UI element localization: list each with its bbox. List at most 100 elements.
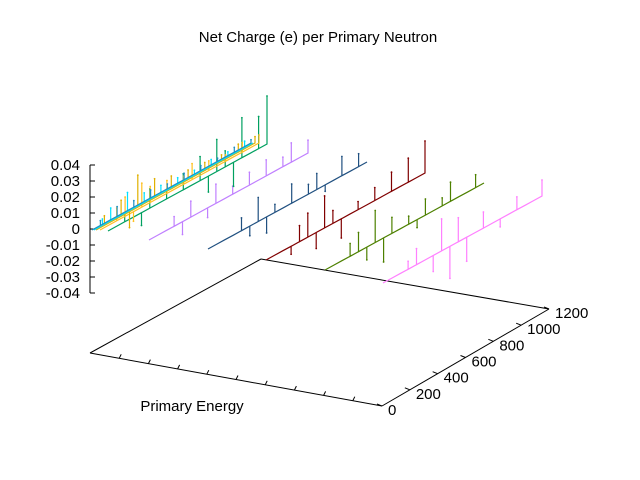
z-tick-label: 0.04 [51, 157, 80, 174]
series-point [173, 215, 176, 218]
series-point [515, 196, 518, 198]
series-point [153, 177, 156, 180]
series-point [149, 189, 152, 191]
x-tick-mark [323, 391, 327, 396]
series-point [160, 184, 162, 187]
series-point [382, 261, 385, 263]
x-tick-mark [352, 396, 356, 401]
x-tick-mark [147, 359, 151, 364]
series-point [215, 138, 218, 141]
series-line [107, 96, 268, 232]
series-point [120, 199, 123, 202]
series-point [233, 146, 236, 149]
z-tick-label: -0.03 [46, 269, 80, 286]
series-line [207, 153, 368, 250]
series-point [332, 209, 334, 212]
series-point [210, 158, 213, 161]
y-tick-label: 1000 [527, 321, 560, 338]
series-point [432, 270, 435, 273]
chart-title: Net Charge (e) per Primary Neutron [199, 29, 437, 46]
series-point [187, 169, 189, 171]
series-point [290, 253, 293, 256]
series-point [199, 164, 202, 167]
series-point [126, 191, 129, 194]
series-point [226, 151, 229, 153]
series-point [416, 226, 418, 229]
base-edge-left [89, 258, 262, 354]
series-point [298, 224, 301, 227]
series-point [390, 171, 393, 174]
y-tick-mark [515, 322, 522, 326]
series-point [265, 232, 268, 234]
series-point [224, 154, 227, 156]
series-line [265, 141, 426, 261]
data-series [91, 95, 543, 284]
z-tick-label: 0.01 [51, 205, 80, 222]
series-point [465, 260, 468, 263]
y-tick-mark [404, 387, 411, 391]
series-point [99, 219, 102, 222]
series-point [407, 157, 410, 160]
x-tick-mark [177, 364, 181, 370]
y-tick-label: 200 [416, 386, 441, 403]
series-point [143, 192, 146, 194]
series-point [315, 172, 318, 175]
series-point [216, 157, 219, 160]
series-point [424, 140, 426, 142]
series-point [274, 203, 276, 206]
series-point [193, 169, 196, 172]
series-point [440, 218, 443, 220]
series-point [170, 175, 173, 177]
series-7 [99, 134, 260, 231]
x-tick-mark [235, 375, 239, 380]
series-point [181, 233, 184, 236]
series-point [374, 209, 377, 212]
x-tick-mark [293, 385, 297, 391]
series-point [124, 196, 127, 198]
z-tick-label: 0 [72, 221, 80, 238]
series-point [189, 200, 192, 203]
series-point [474, 173, 477, 176]
series-point [281, 156, 284, 159]
series-4 [207, 152, 368, 250]
series-point [183, 172, 185, 175]
series-point [199, 155, 201, 158]
tick-labels: 0.040.030.020.010-0.01-0.02-0.03-0.04020… [46, 157, 589, 419]
y-tick-mark [376, 403, 383, 407]
series-point [250, 138, 252, 141]
series-line [93, 141, 254, 231]
z-tick-label: 0.02 [51, 189, 80, 206]
series-point [306, 212, 309, 215]
series-line [91, 139, 252, 231]
series-line [148, 140, 309, 241]
series-point [248, 171, 251, 174]
series-point [315, 247, 318, 250]
series-point [357, 152, 360, 155]
series-point [307, 139, 309, 142]
series-point [449, 181, 452, 184]
y-tick-label: 800 [499, 337, 524, 354]
z-tick-label: -0.01 [46, 237, 80, 254]
series-point [207, 191, 210, 193]
x-tick-mark [206, 369, 210, 375]
series-point [415, 247, 418, 250]
series-point [109, 207, 112, 209]
series-point [207, 159, 210, 162]
series-point [243, 140, 246, 143]
series-point [149, 185, 152, 188]
series-point [449, 277, 451, 280]
series-point [541, 179, 543, 181]
series-point [116, 205, 119, 208]
series-point [323, 195, 326, 197]
z-tick-label: -0.02 [46, 253, 80, 270]
series-point [237, 143, 240, 146]
series-point [224, 149, 227, 152]
series-point [166, 183, 169, 185]
series-point [232, 185, 235, 188]
series-point [340, 237, 343, 239]
series-point [101, 218, 104, 220]
series-point [307, 183, 310, 186]
y-tick-label: 400 [444, 370, 469, 387]
series-point [166, 179, 168, 182]
series-point [258, 134, 260, 136]
